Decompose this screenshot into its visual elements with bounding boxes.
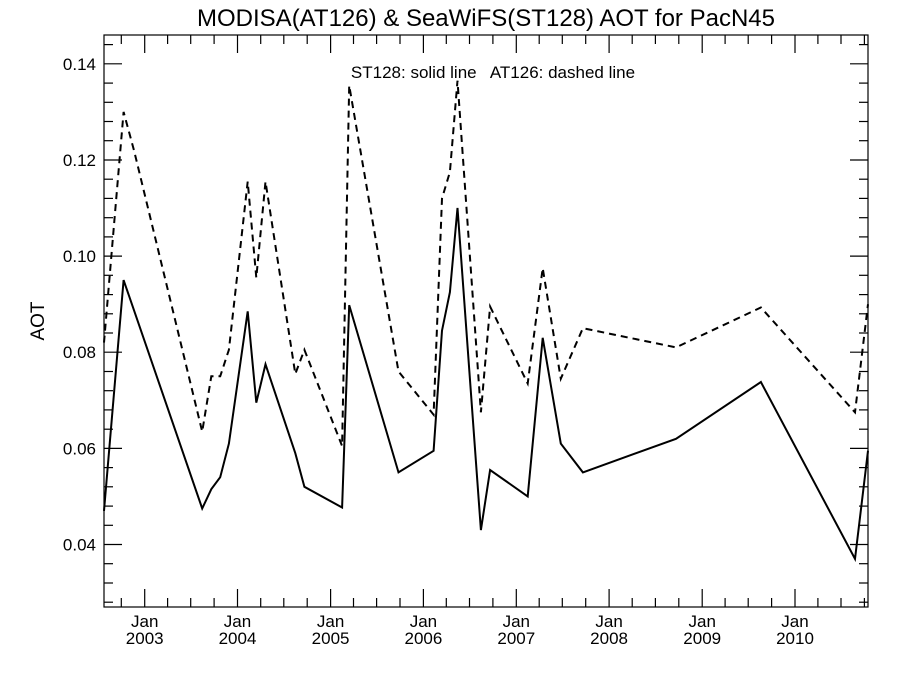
x-tick-label-year: 2006 — [404, 629, 442, 648]
x-tick-label-year: 2003 — [126, 629, 164, 648]
x-tick-label-year: 2009 — [683, 629, 721, 648]
y-tick-label: 0.14 — [63, 55, 96, 74]
x-tick-label-month: Jan — [688, 612, 715, 631]
y-axis-ticks: 0.04 0.06 0.08 0.10 0.12 0.14 — [63, 43, 868, 603]
x-tick-label-month: Jan — [131, 612, 158, 631]
x-tick-label-month: Jan — [410, 612, 437, 631]
y-tick-label: 0.06 — [63, 439, 96, 458]
x-tick-label-month: Jan — [503, 612, 530, 631]
y-tick-label: 0.08 — [63, 343, 96, 362]
x-tick-label-year: 2010 — [776, 629, 814, 648]
y-tick-label: 0.12 — [63, 151, 96, 170]
chart-annotation: ST128: solid line AT126: dashed line — [351, 63, 635, 82]
x-tick-label-month: Jan — [781, 612, 808, 631]
chart-title: MODISA(AT126) & SeaWiFS(ST128) AOT for P… — [197, 5, 775, 32]
plot-frame — [103, 34, 869, 608]
x-tick-label-year: 2007 — [497, 629, 535, 648]
y-axis-label: AOT — [28, 301, 49, 340]
x-tick-label-month: Jan — [317, 612, 344, 631]
series-layer — [103, 80, 869, 563]
x-tick-label-month: Jan — [595, 612, 622, 631]
x-tick-label-month: Jan — [224, 612, 251, 631]
y-tick-label: 0.10 — [63, 247, 96, 266]
x-tick-label-year: 2005 — [312, 629, 350, 648]
x-axis-ticks: Jan2003Jan2004Jan2005Jan2006Jan2007Jan20… — [120, 35, 866, 648]
x-tick-label-year: 2008 — [590, 629, 628, 648]
series-line-at126 — [103, 80, 869, 447]
y-tick-label: 0.04 — [63, 536, 96, 555]
series-line-st128 — [103, 207, 869, 563]
x-tick-label-year: 2004 — [219, 629, 257, 648]
